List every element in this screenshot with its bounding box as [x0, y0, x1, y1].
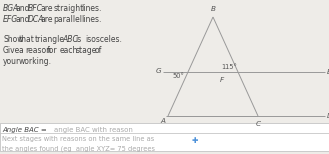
Text: EFG: EFG: [3, 14, 18, 24]
Bar: [0, 123, 329, 137]
Text: and: and: [15, 4, 30, 13]
Text: A: A: [160, 118, 165, 124]
Text: is: is: [75, 36, 82, 45]
Text: BGA: BGA: [3, 4, 19, 13]
Text: and: and: [15, 14, 30, 24]
Text: are: are: [41, 4, 53, 13]
Text: D: D: [327, 113, 329, 119]
Text: ✚: ✚: [192, 136, 198, 145]
Text: F: F: [220, 77, 224, 83]
Text: stage: stage: [75, 46, 97, 55]
Text: working.: working.: [19, 57, 52, 65]
Text: isosceles.: isosceles.: [85, 36, 122, 45]
Text: lines.: lines.: [82, 4, 102, 13]
Text: E: E: [327, 69, 329, 75]
Text: straight: straight: [53, 4, 84, 13]
Text: Show: Show: [3, 36, 23, 45]
Text: C: C: [255, 121, 261, 127]
Text: the angles found (eg  angle XYZ= 75 degrees: the angles found (eg angle XYZ= 75 degre…: [2, 145, 155, 152]
Text: reason: reason: [25, 46, 51, 55]
Text: 50°: 50°: [172, 73, 184, 79]
Text: of: of: [94, 46, 102, 55]
Text: lines.: lines.: [82, 14, 102, 24]
Text: Angle BAC =: Angle BAC =: [2, 127, 47, 133]
Text: 115°: 115°: [221, 64, 237, 70]
Text: that: that: [19, 36, 35, 45]
Text: DCA: DCA: [28, 14, 45, 24]
Text: for: for: [47, 46, 58, 55]
Text: are: are: [41, 14, 53, 24]
Text: your: your: [3, 57, 20, 65]
Text: parallel: parallel: [53, 14, 82, 24]
Text: a: a: [19, 46, 23, 55]
Bar: [0, 133, 329, 151]
Text: triangle: triangle: [35, 36, 64, 45]
Text: ABC: ABC: [63, 36, 79, 45]
Text: B: B: [211, 6, 215, 12]
Text: each: each: [60, 46, 78, 55]
Text: BFC: BFC: [28, 4, 43, 13]
Text: Next stages with reasons on the same line as: Next stages with reasons on the same lin…: [2, 136, 154, 142]
Text: angle BAC with reason: angle BAC with reason: [54, 127, 133, 133]
Text: Give: Give: [3, 46, 20, 55]
Text: G: G: [155, 68, 161, 74]
